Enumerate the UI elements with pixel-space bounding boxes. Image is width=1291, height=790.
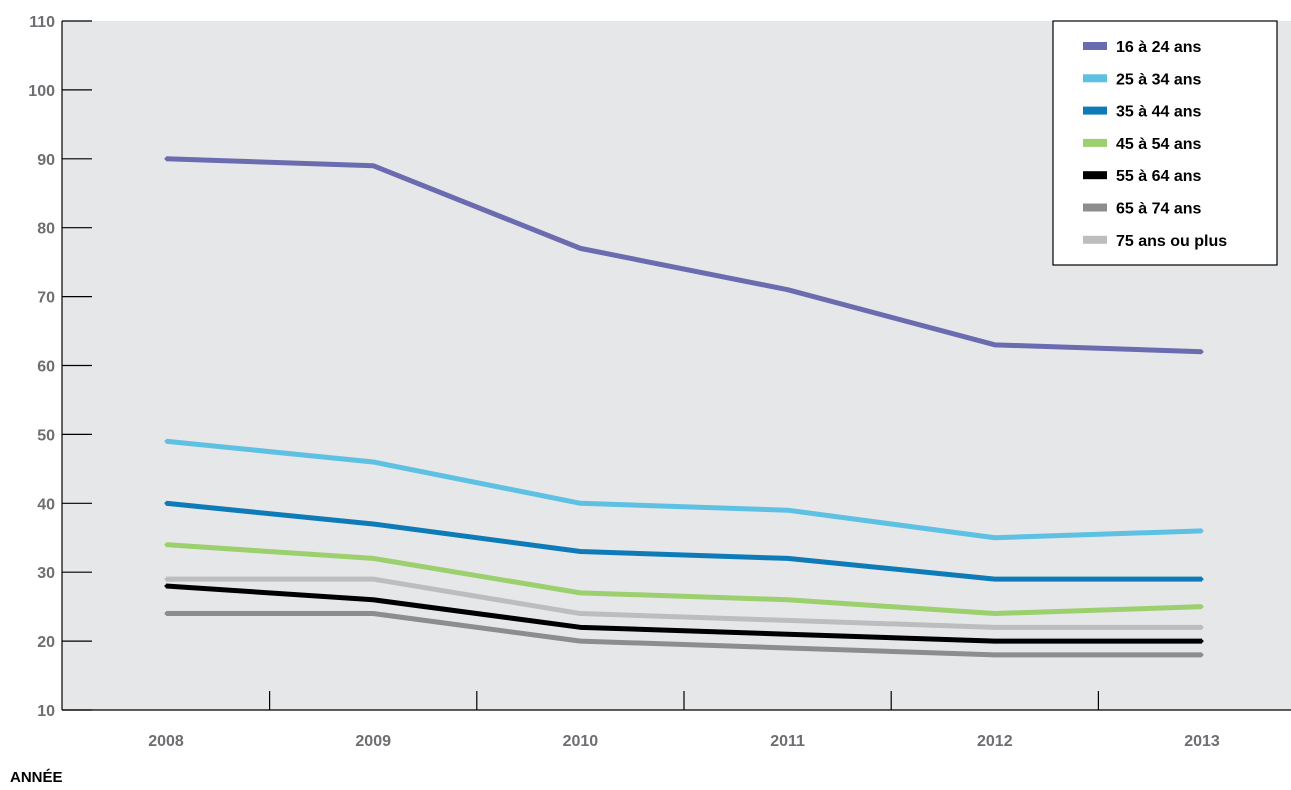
series-line-7 xyxy=(166,576,1202,630)
y-axis: 10 20 30 40 50 60 70 80 90 100 110 xyxy=(28,14,92,720)
data-point xyxy=(786,618,790,622)
data-point xyxy=(164,543,168,547)
legend-label: 45 à 54 ans xyxy=(1116,136,1202,153)
x-tick-label: 2008 xyxy=(148,733,184,750)
data-point xyxy=(164,157,168,161)
y-tick-label: 40 xyxy=(37,496,55,513)
data-point xyxy=(786,508,790,512)
data-point xyxy=(993,639,997,643)
legend-label: 35 à 44 ans xyxy=(1116,104,1202,121)
legend: 16 à 24 ans 25 à 34 ans 35 à 44 ans 45 à 54… xyxy=(1052,20,1278,266)
x-tick-label: 2010 xyxy=(563,733,599,750)
data-point xyxy=(786,632,790,636)
data-point xyxy=(786,598,790,602)
legend-swatch xyxy=(1083,235,1107,244)
legend-label: 25 à 34 ans xyxy=(1116,71,1202,88)
data-point xyxy=(578,246,582,250)
data-point xyxy=(993,612,997,616)
x-tick-label: 2012 xyxy=(977,733,1013,750)
data-point xyxy=(371,164,375,168)
y-tick-label: 30 xyxy=(37,565,55,582)
data-point xyxy=(1200,529,1204,533)
series-line-5 xyxy=(165,583,1202,644)
data-point xyxy=(371,522,375,526)
y-tick-label: 10 xyxy=(37,703,55,720)
y-tick-label: 20 xyxy=(37,634,55,651)
series-line-1 xyxy=(165,156,1203,355)
data-point xyxy=(371,556,375,560)
data-point xyxy=(578,612,582,616)
y-tick-label: 110 xyxy=(29,14,55,31)
y-tick-label: 90 xyxy=(37,152,55,169)
y-tick-label: 50 xyxy=(37,427,55,444)
data-point xyxy=(164,612,168,616)
data-point xyxy=(578,639,582,643)
data-point xyxy=(1200,605,1204,609)
data-point xyxy=(993,625,997,629)
data-point xyxy=(993,343,997,347)
data-point xyxy=(1200,350,1204,354)
data-point xyxy=(1200,639,1204,643)
legend-swatch xyxy=(1083,106,1107,115)
data-point xyxy=(786,646,790,650)
data-point xyxy=(993,653,997,657)
x-axis: 2008 2009 2010 2011 2012 2013 xyxy=(62,691,1291,750)
data-point xyxy=(786,556,790,560)
series-line-4 xyxy=(165,542,1203,617)
data-point xyxy=(578,550,582,554)
data-point xyxy=(578,501,582,505)
legend-swatch xyxy=(1083,42,1107,50)
data-point xyxy=(993,536,997,540)
data-point xyxy=(371,577,375,581)
legend-label: 75 ans ou plus xyxy=(1116,233,1227,250)
data-point xyxy=(164,577,168,581)
data-point xyxy=(1200,577,1204,581)
data-point xyxy=(786,288,790,292)
data-point xyxy=(164,501,168,505)
x-tick-label: 2013 xyxy=(1184,733,1220,750)
y-tick-label: 80 xyxy=(37,221,55,238)
legend-label: 55 à 64 ans xyxy=(1116,168,1202,185)
legend-label: 65 à 74 ans xyxy=(1116,201,1202,218)
data-point xyxy=(1200,653,1204,657)
legend-swatch xyxy=(1083,203,1107,212)
data-point xyxy=(993,577,997,581)
x-tick-label: 2011 xyxy=(770,733,805,750)
data-point xyxy=(164,584,168,588)
x-axis-title: ANNÉE xyxy=(10,769,63,786)
x-tick-label: 2009 xyxy=(355,733,391,750)
y-tick-label: 100 xyxy=(28,83,55,100)
legend-swatch xyxy=(1083,171,1107,180)
data-point xyxy=(371,460,375,464)
series-line-2 xyxy=(165,438,1203,541)
series-line-3 xyxy=(165,500,1202,582)
data-point xyxy=(164,439,168,443)
legend-swatch xyxy=(1083,74,1107,83)
data-point xyxy=(371,612,375,616)
data-point xyxy=(578,625,582,629)
legend-swatch xyxy=(1083,138,1107,147)
series-line-6 xyxy=(166,611,1202,658)
legend-label: 16 à 24 ans xyxy=(1116,39,1202,56)
series-lines xyxy=(164,156,1204,658)
data-point xyxy=(371,598,375,602)
data-point xyxy=(1200,625,1204,629)
y-tick-label: 60 xyxy=(37,359,55,376)
data-point xyxy=(578,591,582,595)
y-tick-label: 70 xyxy=(37,290,55,307)
